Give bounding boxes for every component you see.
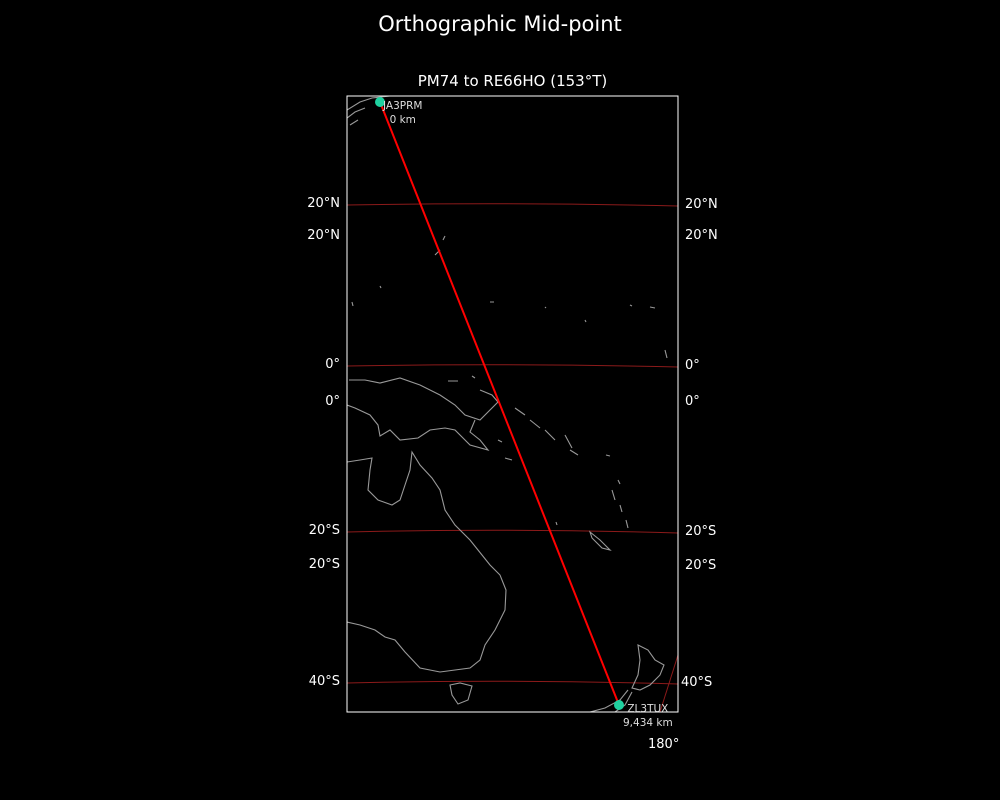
lat-label-right: 20°N [685, 197, 718, 212]
end-station-marker [614, 700, 624, 710]
lat-label-right: 40°S [681, 675, 713, 690]
map-frame [346, 95, 679, 713]
lat-label-left: 20°N [307, 228, 340, 243]
end-distance: 9,434 km [623, 717, 673, 729]
lat-label-right: 20°N [685, 228, 718, 243]
coast-solomons [514, 407, 579, 456]
coast-islands [351, 235, 668, 526]
lat-label-right: 0° [685, 358, 700, 373]
coast-new-caledonia [588, 530, 612, 552]
coastlines [347, 96, 668, 712]
start-station-marker [375, 97, 385, 107]
coast-new-guinea [347, 377, 499, 451]
coast-new-zealand-north [631, 644, 665, 691]
lat-label-left: 20°N [307, 196, 340, 211]
lat-label-left: 0° [325, 394, 340, 409]
figure-title: Orthographic Mid-point [378, 12, 622, 36]
lat-0-line [347, 364, 678, 368]
lat-label-left: 20°S [308, 523, 340, 538]
great-circle-path [379, 101, 620, 706]
end-call: ZL3TUX [627, 703, 669, 715]
lat-label-right: 0° [685, 394, 700, 409]
lat-40s-line [347, 680, 678, 685]
start-distance: 0 km [389, 114, 416, 126]
start-station-label: JA3PRM 0 km [383, 99, 422, 127]
coast-vanuatu [611, 489, 629, 529]
lat-label-right: 20°S [685, 558, 717, 573]
end-station-label: ZL3TUX 9,434 km [623, 702, 673, 730]
lat-label-left: 20°S [308, 557, 340, 572]
coast-tasmania [449, 682, 473, 705]
map-subtitle: PM74 to RE66HO (153°T) [417, 72, 608, 90]
coast-australia [347, 450, 507, 673]
lat-20s-line [347, 529, 678, 534]
lon-180-line [659, 654, 678, 712]
lat-label-left: 0° [325, 357, 340, 372]
lat-label-right: 20°S [685, 524, 717, 539]
lat-20n-line [347, 203, 678, 207]
start-call: JA3PRM [383, 100, 423, 112]
lon-label: 180° [648, 737, 680, 752]
coast-japan [347, 96, 391, 126]
lat-label-left: 40°S [308, 674, 340, 689]
graticule [347, 203, 678, 712]
